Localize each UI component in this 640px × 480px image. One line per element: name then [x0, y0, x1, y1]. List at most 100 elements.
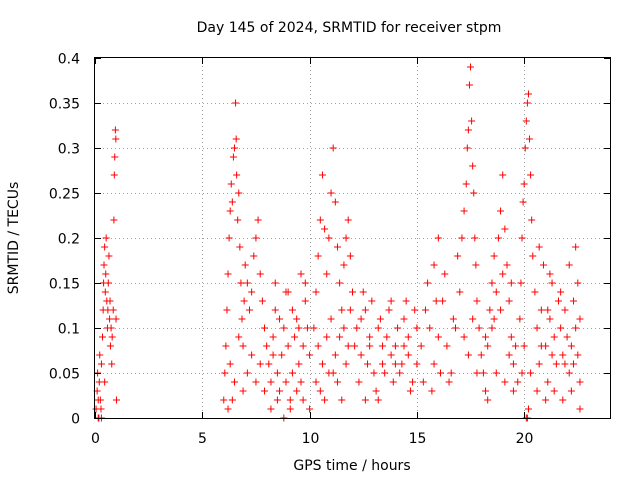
data-point — [336, 279, 344, 287]
data-point — [269, 333, 277, 341]
data-point — [261, 324, 269, 332]
data-point — [372, 387, 380, 395]
x-tick-label: 20 — [516, 431, 534, 447]
data-point — [520, 180, 528, 188]
data-point — [233, 171, 241, 179]
data-point — [107, 324, 115, 332]
data-point — [526, 135, 534, 143]
data-point — [241, 261, 249, 269]
data-point — [357, 315, 365, 323]
data-point — [329, 369, 337, 377]
data-point — [314, 252, 322, 260]
data-point — [280, 324, 288, 332]
data-point — [391, 360, 399, 368]
data-point — [550, 387, 558, 395]
data-point — [359, 288, 367, 296]
data-point — [520, 342, 528, 350]
data-point — [267, 378, 275, 386]
data-point — [101, 243, 109, 251]
data-point — [310, 324, 318, 332]
data-point — [555, 297, 562, 305]
data-point — [109, 306, 117, 314]
data-point — [492, 369, 500, 377]
data-point — [331, 198, 339, 206]
data-point — [267, 405, 275, 413]
data-point — [301, 297, 309, 305]
data-point — [106, 297, 114, 305]
data-point — [349, 288, 356, 296]
data-point — [473, 297, 481, 305]
data-point — [522, 117, 530, 125]
data-point — [411, 306, 419, 314]
data-point — [458, 234, 466, 242]
data-point — [398, 360, 406, 368]
data-point — [364, 360, 372, 368]
data-point — [492, 288, 500, 296]
data-point — [576, 405, 584, 413]
data-point — [316, 387, 324, 395]
data-point — [486, 306, 494, 314]
data-point — [391, 342, 399, 350]
data-point — [312, 288, 320, 296]
data-point — [228, 396, 236, 404]
data-point — [400, 342, 408, 350]
data-point — [449, 315, 457, 323]
data-point — [295, 360, 303, 368]
data-point — [256, 270, 264, 278]
data-point — [406, 387, 414, 395]
data-point — [221, 369, 229, 377]
data-point — [246, 306, 253, 314]
data-point — [248, 288, 256, 296]
data-point — [421, 306, 429, 314]
data-point — [488, 279, 496, 287]
data-point — [509, 387, 517, 395]
data-point — [344, 216, 352, 224]
data-point — [475, 324, 483, 332]
y-tick-label: 0.05 — [49, 367, 80, 383]
data-point — [96, 396, 104, 404]
data-point — [230, 144, 238, 152]
data-point — [102, 270, 110, 278]
data-point — [236, 243, 244, 251]
data-point — [224, 270, 232, 278]
data-point — [387, 351, 395, 359]
data-point — [323, 333, 331, 341]
data-point — [512, 342, 520, 350]
data-points — [92, 63, 584, 422]
data-point — [111, 153, 119, 161]
data-point — [557, 288, 565, 296]
data-point — [346, 252, 354, 260]
data-point — [323, 270, 331, 278]
data-point — [417, 342, 425, 350]
data-point — [484, 342, 492, 350]
data-point — [574, 351, 582, 359]
data-point — [413, 324, 421, 332]
data-point — [258, 297, 266, 305]
x-tick-label: 10 — [302, 431, 320, 447]
data-point — [490, 315, 498, 323]
data-point — [286, 396, 294, 404]
data-point — [374, 396, 382, 404]
data-point — [533, 324, 541, 332]
data-point — [248, 351, 256, 359]
data-point — [368, 297, 376, 305]
plot-frame — [94, 57, 611, 419]
data-point — [452, 324, 459, 332]
data-point — [404, 351, 412, 359]
data-point — [271, 306, 279, 314]
data-point — [366, 342, 374, 350]
data-point — [381, 369, 389, 377]
data-point — [273, 396, 281, 404]
data-point — [565, 369, 573, 377]
data-point — [318, 360, 326, 368]
data-point — [484, 396, 492, 404]
data-point — [238, 315, 246, 323]
data-point — [366, 333, 374, 341]
data-point — [546, 315, 554, 323]
data-point — [454, 252, 462, 260]
data-point — [243, 369, 251, 377]
y-tick-labels: 0 0.05 0.1 0.15 0.2 0.25 0.3 0.35 0.4 — [49, 52, 80, 428]
data-point — [501, 378, 509, 386]
y-tick-label: 0.35 — [49, 97, 80, 113]
data-point — [299, 396, 307, 404]
